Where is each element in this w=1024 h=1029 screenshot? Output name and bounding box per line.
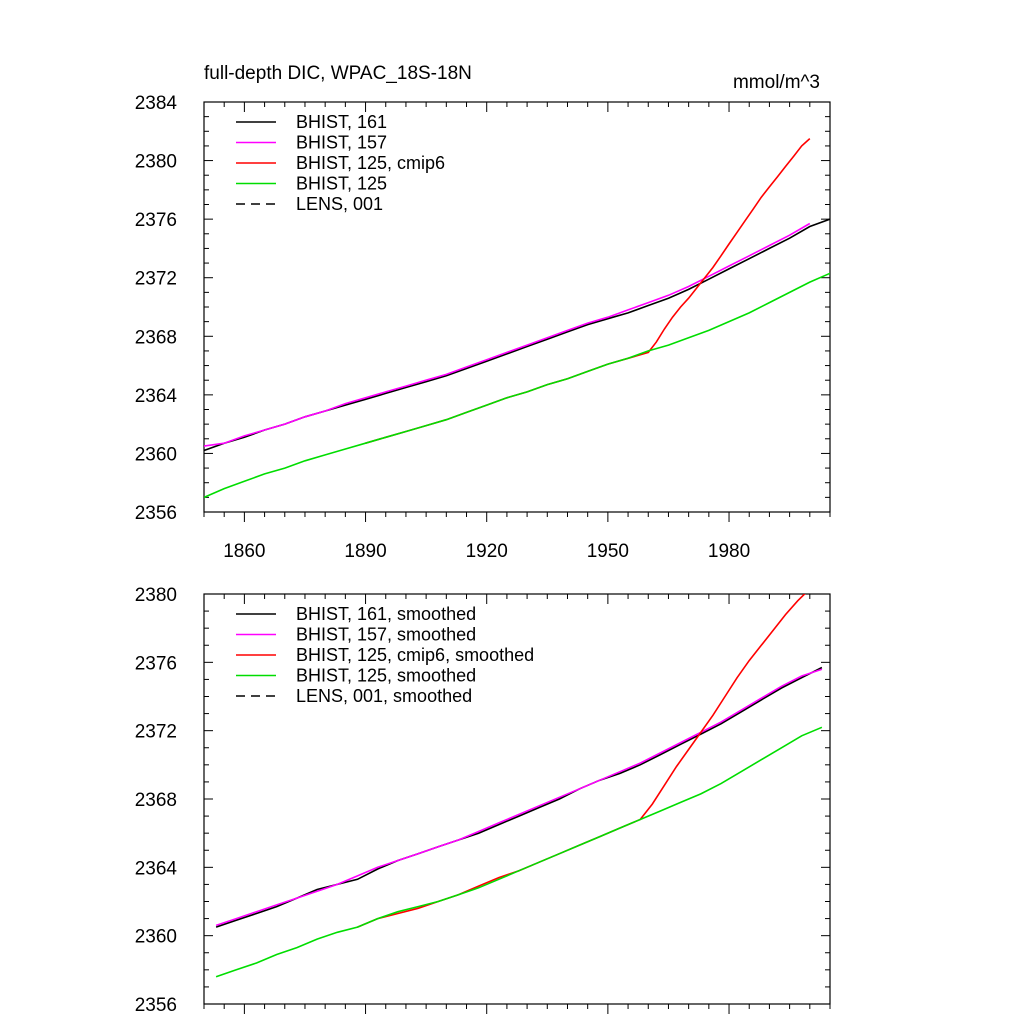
y-tick-label: 2376 <box>135 210 177 231</box>
x-tick-label: 1980 <box>708 541 750 562</box>
legend-label: BHIST, 161, smoothed <box>296 604 476 624</box>
series-line <box>215 726 823 978</box>
legend-label: BHIST, 125, cmip6 <box>296 153 445 173</box>
legend-label: BHIST, 161 <box>296 112 387 132</box>
legend-label: LENS, 001, smoothed <box>296 686 472 706</box>
y-tick-label: 2360 <box>135 444 177 465</box>
chart-panel-bottom: 2356 2360 2364 2368 2372 2376 2380 BHIST, 161, … <box>135 585 831 1016</box>
series-line <box>215 666 823 928</box>
chart-panel-top: 2356 2360 2364 2368 2372 2376 2380 2384 1860 1890… <box>135 63 831 562</box>
chart-title: full-depth DIC, WPAC_18S-18N <box>204 63 472 84</box>
x-tick-label: 1920 <box>466 541 508 562</box>
chart-units: mmol/m^3 <box>733 72 820 93</box>
x-tick-label: 1890 <box>344 541 386 562</box>
y-tick-label: 2364 <box>135 858 178 879</box>
legend-label: BHIST, 125, smoothed <box>296 666 476 686</box>
series-line <box>215 668 823 927</box>
y-tick-label: 2380 <box>135 585 177 606</box>
series-lines <box>204 138 830 499</box>
series-line <box>365 138 811 444</box>
y-tick-label: 2356 <box>135 995 177 1016</box>
y-tick-label: 2380 <box>135 152 177 173</box>
y-tick-label: 2384 <box>135 93 178 114</box>
y-tick-label: 2376 <box>135 653 177 674</box>
y-tick-label: 2368 <box>135 790 177 811</box>
y-tick-label: 2368 <box>135 327 177 348</box>
legend-label: LENS, 001 <box>296 194 383 214</box>
legend-label: BHIST, 125, cmip6, smoothed <box>296 645 534 665</box>
series-line <box>204 222 811 447</box>
x-tick-label: 1860 <box>223 541 265 562</box>
y-tick-label: 2372 <box>135 269 177 290</box>
y-tick-label: 2372 <box>135 722 177 743</box>
series-line <box>204 272 830 499</box>
x-tick-label: 1950 <box>587 541 629 562</box>
y-tick-label: 2356 <box>135 503 177 524</box>
series-lines <box>215 594 823 978</box>
y-tick-label: 2360 <box>135 927 177 948</box>
legend-label: BHIST, 157 <box>296 133 387 153</box>
legend-label: BHIST, 125 <box>296 174 387 194</box>
y-tick-label: 2364 <box>135 386 178 407</box>
legend-label: BHIST, 157, smoothed <box>296 625 476 645</box>
series-line <box>204 218 830 452</box>
